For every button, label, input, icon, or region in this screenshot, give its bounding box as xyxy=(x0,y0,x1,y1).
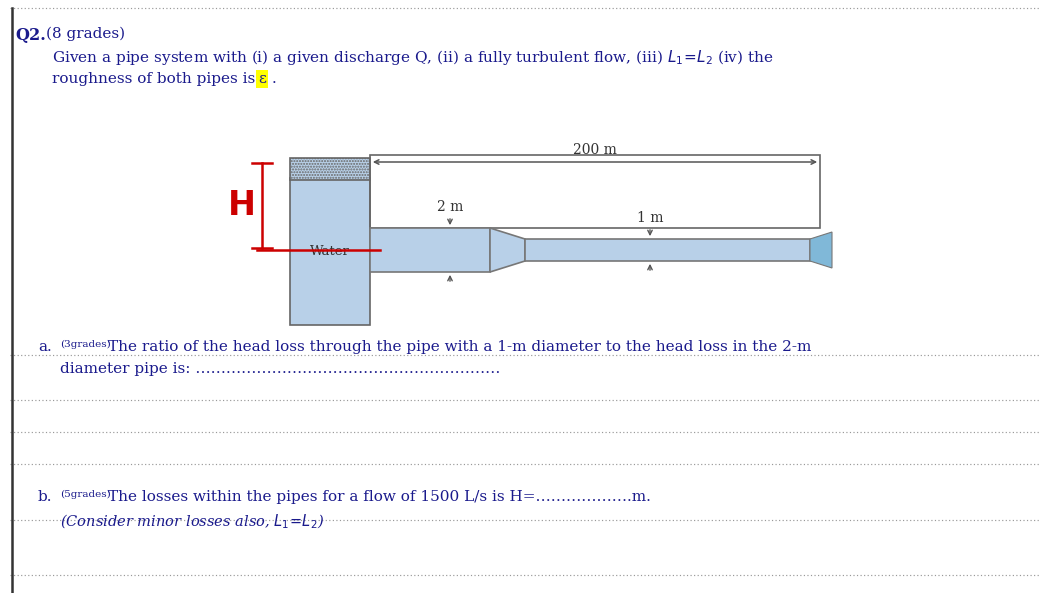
Text: (5grades): (5grades) xyxy=(60,490,110,499)
Text: The losses within the pipes for a flow of 1500 L/s is H=……………….m.: The losses within the pipes for a flow o… xyxy=(108,490,651,504)
Text: (Consider minor losses also, $L_1\!=\!L_2$): (Consider minor losses also, $L_1\!=\!L_… xyxy=(60,513,324,531)
Bar xyxy=(290,158,370,180)
Text: (3grades): (3grades) xyxy=(60,340,110,349)
Bar xyxy=(370,228,490,272)
Text: Given a pipe system with (i) a given discharge Q, (ii) a fully turbulent flow, (: Given a pipe system with (i) a given dis… xyxy=(52,48,774,67)
Text: diameter pipe is: ……………………………………………………: diameter pipe is: …………………………………………………… xyxy=(60,362,501,376)
Text: ε: ε xyxy=(258,72,266,86)
Text: (8 grades): (8 grades) xyxy=(46,27,125,42)
Text: 2 m: 2 m xyxy=(437,200,463,214)
Bar xyxy=(525,239,810,261)
Text: 200 m: 200 m xyxy=(573,143,617,157)
Text: H: H xyxy=(228,189,256,222)
Text: 1 m: 1 m xyxy=(636,211,664,225)
Text: b.: b. xyxy=(38,490,52,504)
Bar xyxy=(370,155,820,228)
Text: The ratio of the head loss through the pipe with a 1-m diameter to the head loss: The ratio of the head loss through the p… xyxy=(108,340,812,354)
Text: Water: Water xyxy=(310,245,350,258)
Bar xyxy=(290,178,370,325)
Text: .: . xyxy=(272,72,277,86)
Text: a.: a. xyxy=(38,340,51,354)
Text: roughness of both pipes is: roughness of both pipes is xyxy=(52,72,260,86)
Text: Q2.: Q2. xyxy=(15,27,46,44)
Polygon shape xyxy=(810,232,832,268)
Polygon shape xyxy=(490,228,525,272)
